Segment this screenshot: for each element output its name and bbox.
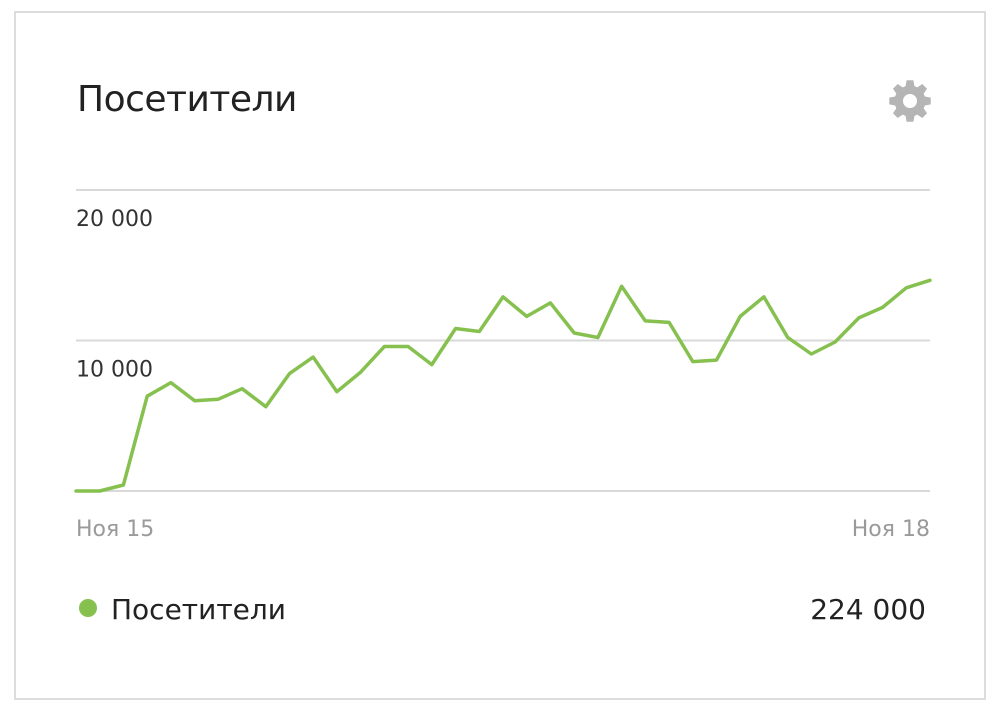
- gear-icon-hole: [903, 94, 917, 108]
- legend-swatch: [79, 599, 97, 617]
- gear-icon-graphic: [889, 80, 931, 122]
- series-line-0: [74, 278, 932, 493]
- gear-icon[interactable]: [886, 77, 934, 125]
- x-tick-label-start: Ноя 15: [76, 517, 154, 542]
- visitors-line-chart: 20 000 10 000 Ноя 15 Ноя 18: [74, 189, 932, 542]
- legend-total: 224 000: [810, 593, 926, 626]
- x-tick-label-end: Ноя 18: [852, 517, 930, 542]
- y-tick-label: 10 000: [76, 358, 153, 383]
- legend-label: Посетители: [111, 593, 286, 626]
- y-tick-label: 20 000: [76, 207, 153, 232]
- visitors-card: Посетители 20 000 10 000 Ноя 15 Ноя 18 Посе…: [14, 11, 986, 700]
- card-title: Посетители: [77, 79, 297, 120]
